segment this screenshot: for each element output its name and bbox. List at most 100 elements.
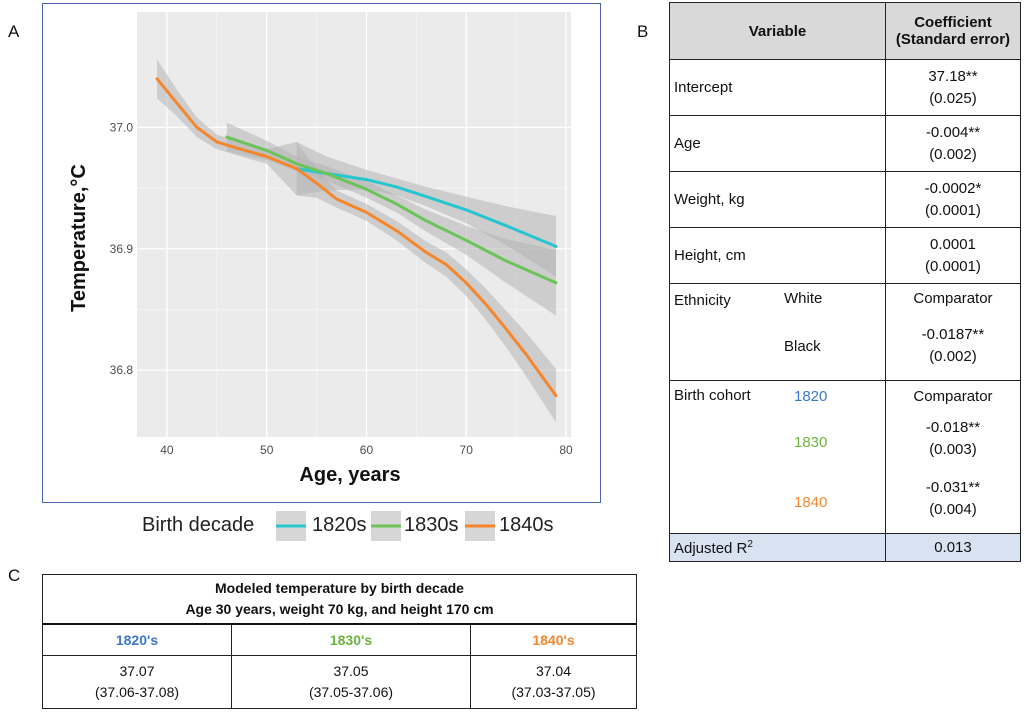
- value-row: 37.07 (37.06-37.08) 37.05 (37.05-37.06) …: [42, 655, 637, 709]
- level-1830: 1830: [794, 434, 828, 451]
- regression-table: Variable Coefficient (Standard error) In…: [669, 2, 1022, 562]
- x-tick-label: 60: [360, 443, 374, 457]
- y-axis-title: Temperature,°C: [68, 164, 90, 312]
- cohort-levels: 1820 1830 1840: [784, 380, 886, 534]
- title-line-1: Modeled temperature by birth decade: [215, 580, 464, 596]
- table-row: Age -0.004** (0.002): [669, 115, 1022, 172]
- level-white: White: [784, 290, 823, 307]
- x-tick-label: 40: [160, 443, 174, 457]
- se-value: (0.002): [929, 145, 977, 163]
- table-header-row: Variable Coefficient (Standard error): [669, 2, 1022, 60]
- row-label-age: Age: [669, 115, 886, 172]
- coef-value: 37.18**: [928, 67, 978, 85]
- series-line-1820s: [295, 167, 558, 248]
- temperature-age-chart: 40 50 60 70 80 36.8 36.9 37.0 Age, years Temper…: [68, 12, 573, 541]
- confidence-band-1840s: [157, 59, 556, 423]
- panel-label-b: B: [637, 22, 649, 41]
- comparator-value: Comparator: [913, 290, 993, 307]
- coef-cell: Comparator -0.018** (0.003) -0.031** (0.…: [884, 380, 1022, 534]
- se-value: (0.0001): [925, 257, 981, 275]
- value-cell-1830s: 37.05 (37.05-37.06): [231, 655, 471, 709]
- coefficient-header: Coefficient (Standard error): [884, 2, 1022, 60]
- variable-header: Variable: [669, 2, 886, 60]
- x-axis-title: Age, years: [299, 464, 400, 486]
- legend-label-1820s: 1820s: [312, 514, 367, 536]
- adjusted-r2-value: 0.013: [884, 533, 1022, 562]
- value-cell-1840s: 37.04 (37.03-37.05): [470, 655, 637, 709]
- modeled-temperature-table: Modeled temperature by birth decade Age …: [42, 574, 637, 709]
- row-label-ethnicity: Ethnicity: [669, 283, 784, 381]
- coef-value: -0.0002*: [924, 179, 982, 197]
- table-title: Modeled temperature by birth decade Age …: [42, 574, 637, 625]
- coef-cell: Comparator -0.0187** (0.002): [884, 283, 1022, 381]
- comparator-value: Comparator: [913, 388, 993, 405]
- decade-1840s-header: 1840's: [470, 623, 637, 656]
- ethnicity-levels: White Black: [784, 283, 886, 381]
- coef-value: -0.031**: [925, 479, 981, 496]
- decade-1820s-header: 1820's: [42, 623, 232, 656]
- tick-labels: 40 50 60 70 80 36.8 36.9 37.0: [110, 120, 573, 457]
- se-value: (0.004): [929, 501, 977, 518]
- series-line-1830s: [225, 135, 558, 285]
- y-tick-label: 37.0: [110, 120, 134, 134]
- legend-label-1830s: 1830s: [404, 514, 459, 536]
- coef-cell: -0.004** (0.002): [884, 115, 1022, 172]
- level-1820: 1820: [794, 388, 828, 405]
- series-line-1840s: [155, 77, 558, 398]
- confidence-interval: (37.05-37.06): [308, 684, 394, 700]
- confidence-interval: (37.03-37.05): [511, 684, 596, 700]
- x-tick-label: 70: [460, 443, 474, 457]
- coef-value: 0.0001: [930, 235, 976, 253]
- x-tick-label: 80: [559, 443, 573, 457]
- table-row: Weight, kg -0.0002* (0.0001): [669, 171, 1022, 228]
- table-row: Ethnicity White Black Comparator -0.0187…: [669, 283, 1022, 381]
- se-value: (0.0001): [925, 201, 981, 219]
- coefficient-header-line1: Coefficient: [914, 14, 992, 31]
- r-squared-superscript: 2: [747, 538, 753, 550]
- row-label-weight: Weight, kg: [669, 171, 886, 228]
- temperature-value: 37.07: [119, 663, 155, 679]
- coef-cell: 0.0001 (0.0001): [884, 227, 1022, 284]
- level-1840: 1840: [794, 494, 828, 511]
- temperature-value: 37.05: [333, 663, 369, 679]
- adjusted-r-text: Adjusted R: [674, 539, 748, 557]
- y-tick-label: 36.8: [110, 363, 134, 377]
- decade-header-row: 1820's 1830's 1840's: [42, 623, 637, 656]
- table-row: Adjusted R2 0.013: [669, 533, 1022, 562]
- row-label-height: Height, cm: [669, 227, 886, 284]
- legend-key-1820s: [276, 511, 306, 541]
- legend: Birth decade 1820s 1830s 1840s: [142, 511, 554, 541]
- legend-label-1840s: 1840s: [499, 514, 554, 536]
- panel-label-a: A: [8, 22, 20, 41]
- row-label-birth-cohort: Birth cohort: [669, 380, 784, 534]
- row-label-intercept: Intercept: [669, 59, 886, 116]
- coef-value: -0.004**: [925, 123, 981, 141]
- coefficient-header-line2: (Standard error): [895, 31, 1011, 48]
- series-lines: [155, 77, 558, 398]
- legend-title: Birth decade: [142, 514, 254, 536]
- se-value: (0.003): [929, 441, 977, 458]
- se-value: (0.025): [929, 89, 977, 107]
- legend-key-1830s: [371, 511, 401, 541]
- table-row: Birth cohort 1820 1830 1840 Comparator -…: [669, 380, 1022, 534]
- coef-value: -0.018**: [925, 419, 981, 436]
- table-row: Height, cm 0.0001 (0.0001): [669, 227, 1022, 284]
- temperature-value: 37.04: [535, 663, 572, 679]
- x-tick-label: 50: [260, 443, 274, 457]
- panel-label-c: C: [8, 566, 21, 585]
- confidence-band-1820s: [296, 141, 556, 277]
- row-label-adjusted-r2: Adjusted R2: [669, 533, 886, 562]
- confidence-interval: (37.06-37.08): [94, 684, 180, 700]
- table-title-row: Modeled temperature by birth decade Age …: [42, 574, 637, 625]
- table-row: Intercept 37.18** (0.025): [669, 59, 1022, 116]
- decade-1830s-header: 1830's: [231, 623, 471, 656]
- legend-key-1840s: [465, 511, 495, 541]
- value-cell-1820s: 37.07 (37.06-37.08): [42, 655, 232, 709]
- coef-cell: 37.18** (0.025): [884, 59, 1022, 116]
- y-tick-label: 36.9: [110, 242, 134, 256]
- coef-value: -0.0187**: [921, 326, 985, 343]
- level-black: Black: [784, 338, 821, 355]
- coef-cell: -0.0002* (0.0001): [884, 171, 1022, 228]
- title-line-2: Age 30 years, weight 70 kg, and height 1…: [185, 601, 494, 617]
- se-value: (0.002): [929, 348, 977, 365]
